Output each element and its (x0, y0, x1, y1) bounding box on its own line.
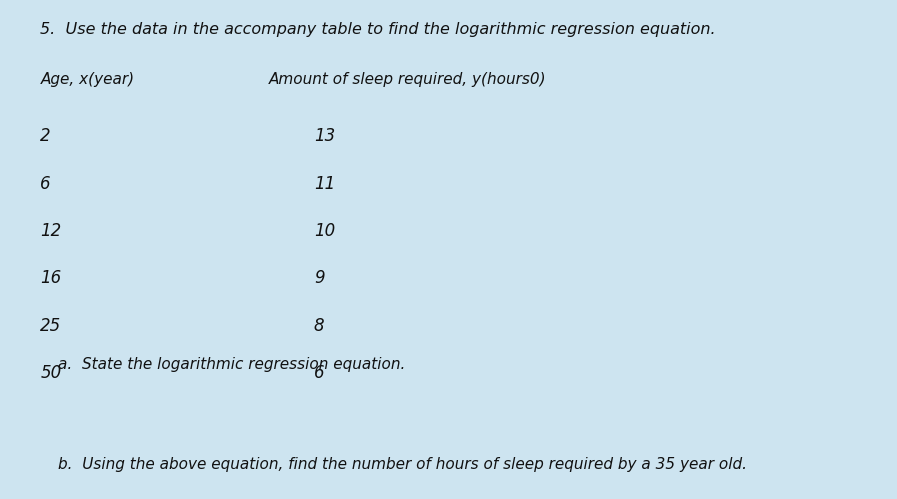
Text: 6: 6 (40, 175, 51, 193)
Text: 13: 13 (314, 127, 335, 145)
Text: 50: 50 (40, 364, 62, 382)
Text: 6: 6 (314, 364, 325, 382)
Text: 16: 16 (40, 269, 62, 287)
Text: 8: 8 (314, 317, 325, 335)
Text: Amount of sleep required, y(hours0): Amount of sleep required, y(hours0) (269, 72, 547, 87)
Text: a.  State the logarithmic regression equation.: a. State the logarithmic regression equa… (58, 357, 405, 372)
Text: b.  Using the above equation, find the number of hours of sleep required by a 35: b. Using the above equation, find the nu… (58, 457, 747, 472)
Text: 25: 25 (40, 317, 62, 335)
Text: 12: 12 (40, 222, 62, 240)
Text: 2: 2 (40, 127, 51, 145)
Text: 5.  Use the data in the accompany table to find the logarithmic regression equat: 5. Use the data in the accompany table t… (40, 22, 716, 37)
Text: Age, x(year): Age, x(year) (40, 72, 135, 87)
Text: 10: 10 (314, 222, 335, 240)
Text: 9: 9 (314, 269, 325, 287)
Text: 11: 11 (314, 175, 335, 193)
